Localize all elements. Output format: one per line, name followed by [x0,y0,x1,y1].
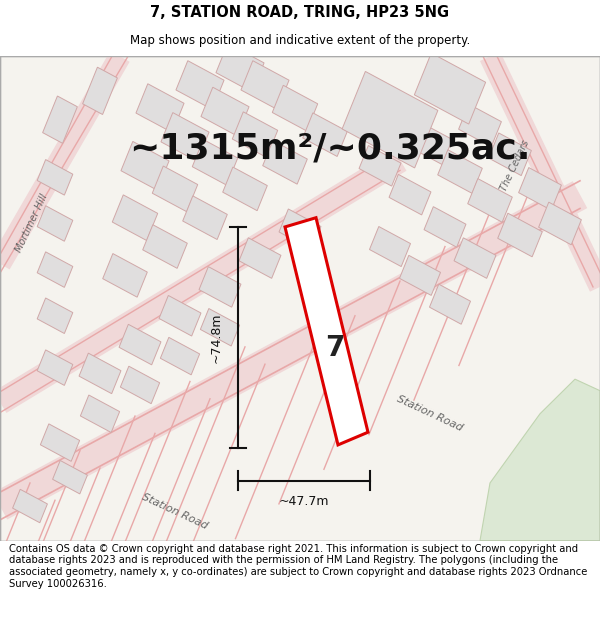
Polygon shape [480,379,600,541]
Text: ~47.7m: ~47.7m [279,495,329,508]
Polygon shape [192,139,238,185]
Polygon shape [370,226,410,267]
Polygon shape [241,61,289,109]
Polygon shape [112,195,158,241]
Polygon shape [37,350,73,386]
Polygon shape [400,256,440,296]
Polygon shape [80,395,119,432]
Polygon shape [424,207,466,248]
Polygon shape [37,206,73,241]
Polygon shape [359,146,401,186]
Polygon shape [43,96,77,143]
Polygon shape [272,85,318,131]
Polygon shape [518,168,562,210]
Polygon shape [239,238,281,278]
Polygon shape [342,71,438,168]
Polygon shape [539,202,581,245]
Polygon shape [160,338,200,375]
Text: 7: 7 [325,334,344,362]
Text: Map shows position and indicative extent of the property.: Map shows position and indicative extent… [130,34,470,47]
Text: Contains OS data © Crown copyright and database right 2021. This information is : Contains OS data © Crown copyright and d… [9,544,587,589]
Text: Mortimer Hill: Mortimer Hill [14,192,50,254]
Polygon shape [454,238,496,278]
Polygon shape [430,284,470,324]
Polygon shape [458,104,502,147]
Polygon shape [79,353,121,394]
Polygon shape [136,84,184,132]
Polygon shape [498,213,542,257]
Polygon shape [53,461,88,494]
Polygon shape [200,309,239,346]
Polygon shape [408,121,452,164]
Polygon shape [121,366,160,404]
Polygon shape [468,179,512,222]
Text: 7, STATION ROAD, TRING, HP23 5NG: 7, STATION ROAD, TRING, HP23 5NG [151,5,449,20]
Polygon shape [488,133,532,176]
Text: ~1315m²/~0.325ac.: ~1315m²/~0.325ac. [130,131,530,166]
Polygon shape [83,68,118,114]
Text: ~74.8m: ~74.8m [209,312,223,363]
Polygon shape [279,209,321,249]
Polygon shape [161,112,209,161]
Polygon shape [415,53,485,124]
Polygon shape [232,112,278,158]
Polygon shape [389,174,431,215]
Polygon shape [121,141,169,190]
Polygon shape [201,88,249,136]
Polygon shape [199,267,241,307]
Polygon shape [285,217,368,445]
Text: Station Road: Station Road [395,394,464,433]
Polygon shape [103,254,147,297]
Polygon shape [40,424,80,461]
Polygon shape [143,225,187,268]
Polygon shape [13,489,47,522]
Polygon shape [37,298,73,334]
Polygon shape [183,196,227,239]
Polygon shape [176,61,224,109]
Polygon shape [303,113,347,156]
Text: Station Road: Station Road [140,492,209,531]
Polygon shape [223,167,267,211]
Polygon shape [119,324,161,365]
Polygon shape [37,159,73,195]
Polygon shape [159,296,201,336]
Polygon shape [216,43,264,92]
Polygon shape [37,252,73,288]
Polygon shape [263,141,307,184]
Text: The Cedars: The Cedars [499,139,531,193]
Polygon shape [438,150,482,193]
Polygon shape [152,166,198,212]
